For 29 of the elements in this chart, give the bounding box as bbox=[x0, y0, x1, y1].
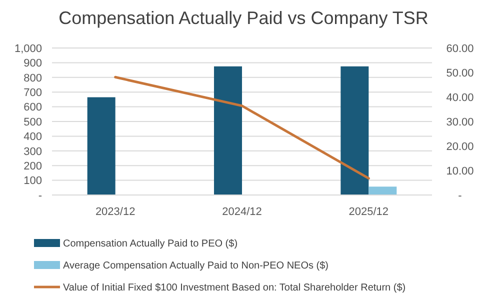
y2-tick-label: 10.00 bbox=[446, 165, 474, 178]
bar bbox=[340, 66, 369, 195]
legend-label: Value of Initial Fixed $100 Investment Based on: Total Shareholder Return ($) bbox=[63, 282, 406, 294]
y2-tick-label: 20.00 bbox=[446, 140, 474, 153]
y2-tick-label: 30.00 bbox=[446, 116, 474, 128]
x-tick-label: 2023/12 bbox=[95, 206, 136, 218]
y-tick-label: 1,000 bbox=[14, 42, 42, 55]
x-tick-label: 2025/12 bbox=[348, 206, 389, 218]
x-tick-label: 2024/12 bbox=[222, 206, 262, 218]
legend-label: Average Compensation Actually Paid to Non-PEO NEOs ($) bbox=[63, 260, 328, 272]
y-tick-label: 700 bbox=[24, 86, 42, 99]
bar bbox=[87, 97, 116, 195]
y-tick-label: 800 bbox=[24, 72, 42, 84]
chart-title: Compensation Actually Paid vs Company TSR bbox=[58, 8, 428, 28]
y-tick-label: 600 bbox=[24, 102, 42, 114]
y-tick-label: 200 bbox=[24, 160, 42, 172]
y-tick-label: 400 bbox=[24, 131, 42, 144]
y2-tick-label: 50.00 bbox=[446, 67, 474, 80]
y-tick-label: 500 bbox=[24, 116, 42, 128]
y2-tick-label: 40.00 bbox=[446, 92, 474, 104]
legend-label: Compensation Actually Paid to PEO ($) bbox=[63, 238, 238, 250]
y-tick-label: 300 bbox=[24, 146, 42, 158]
y2-tick-label: 60.00 bbox=[446, 42, 474, 55]
y-tick-label: 100 bbox=[24, 175, 42, 188]
y-tick-label: - bbox=[38, 190, 42, 202]
y2-tick-label: - bbox=[458, 190, 462, 202]
y-tick-label: 900 bbox=[24, 58, 42, 70]
bar bbox=[214, 66, 242, 195]
bar bbox=[368, 186, 397, 195]
